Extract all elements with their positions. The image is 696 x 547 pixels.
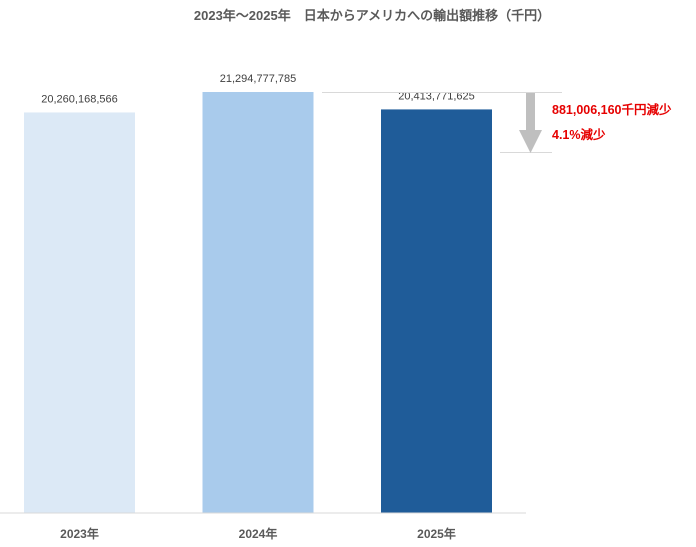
decrease-annotation: 881,006,160千円減少 4.1%減少 [322,92,672,153]
decrease-arrow-icon [519,130,542,153]
decrease-amount-label: 881,006,160千円減少 [552,102,672,117]
data-label-2025年: 20,413,771,625 [398,90,474,102]
bar-2025年 [381,109,492,513]
decrease-percent-label: 4.1%減少 [552,127,606,142]
bar-2024年 [202,92,314,513]
x-tick-label-2024年: 2024年 [239,526,278,541]
decrease-arrow-shaft [526,93,535,130]
data-label-2024年: 21,294,777,785 [220,73,296,85]
chart-title: 2023年～2025年 日本からアメリカへの輸出額推移（千円） [194,8,550,23]
x-tick-label-2025年: 2025年 [417,526,456,541]
x-tick-label-2023年: 2023年 [60,526,99,541]
bar-2023年 [24,112,135,513]
bars-group: 20,260,168,566 2023年 21,294,777,785 2024年 20… [24,73,492,541]
data-label-2023年: 20,260,168,566 [41,93,117,105]
